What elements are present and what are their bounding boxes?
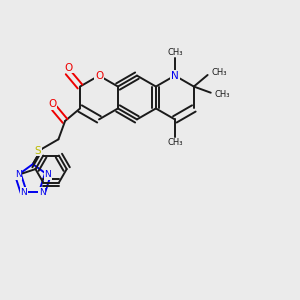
Text: O: O	[48, 99, 56, 109]
Text: N: N	[171, 70, 179, 81]
Text: O: O	[65, 62, 73, 73]
Text: CH₃: CH₃	[167, 138, 183, 147]
Text: N: N	[39, 188, 45, 197]
Text: N: N	[44, 170, 51, 179]
Text: CH₃: CH₃	[167, 48, 183, 57]
Text: O: O	[95, 70, 103, 81]
Text: N: N	[20, 188, 27, 197]
Text: CH₃: CH₃	[211, 68, 227, 77]
Text: N: N	[15, 170, 21, 179]
Text: CH₃: CH₃	[214, 90, 230, 99]
Text: S: S	[34, 146, 41, 156]
